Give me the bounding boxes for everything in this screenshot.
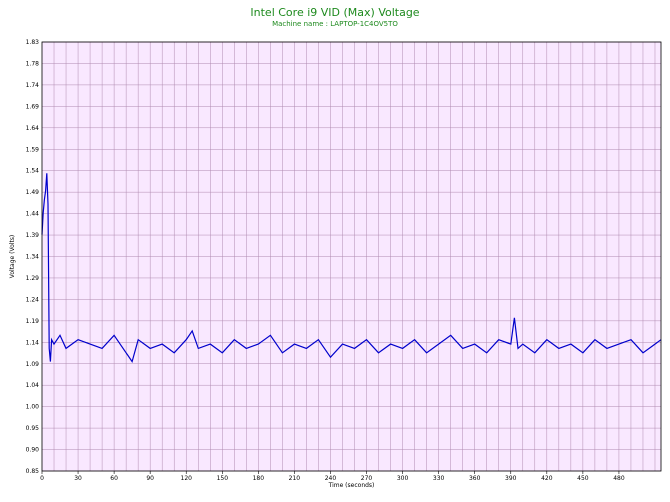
- y-tick-label: 1.39: [26, 232, 40, 239]
- x-tick-label: 210: [289, 475, 301, 482]
- y-axis-label: Voltage (Volts): [9, 235, 16, 279]
- y-tick-label: 1.29: [26, 275, 40, 282]
- y-tick-label: 1.44: [26, 211, 40, 218]
- y-tick-label: 1.19: [26, 318, 40, 325]
- x-tick-label: 450: [577, 475, 589, 482]
- chart-subtitle: Machine name : LAPTOP-1C4OV5TO: [272, 20, 398, 28]
- plot-border: [41, 41, 662, 472]
- x-tick-label: 480: [613, 475, 625, 482]
- x-tick-label: 0: [40, 475, 44, 482]
- chart-title: Intel Core i9 VID (Max) Voltage: [250, 6, 420, 19]
- y-tick-label: 1.59: [26, 146, 40, 153]
- x-tick-label: 150: [217, 475, 229, 482]
- x-tick-label: 30: [74, 475, 82, 482]
- y-tick-label: 1.00: [26, 404, 40, 411]
- series-line: [41, 173, 662, 364]
- y-tick-label: 1.14: [26, 339, 40, 346]
- y-tick-label: 1.64: [26, 125, 40, 132]
- y-tick-label: 0.95: [26, 425, 40, 432]
- x-tick-label: 360: [469, 475, 481, 482]
- x-tick-label: 120: [181, 475, 193, 482]
- y-tick-label: 1.78: [26, 60, 40, 67]
- y-tick-label: 0.85: [26, 468, 40, 475]
- gridlines: [42, 41, 661, 472]
- y-tick-label: 1.54: [26, 168, 40, 175]
- x-tick-label: 300: [397, 475, 409, 482]
- y-tick-label: 1.34: [26, 254, 40, 261]
- x-tick-label: 90: [146, 475, 154, 482]
- x-tick-label: 60: [110, 475, 118, 482]
- y-tick-label: 1.49: [26, 189, 40, 196]
- y-tick-label: 1.24: [26, 296, 40, 303]
- x-axis-label: Time (seconds): [328, 482, 375, 489]
- x-tick-label: 180: [253, 475, 265, 482]
- y-tick-label: 1.09: [26, 361, 40, 368]
- x-tick-label: 330: [433, 475, 445, 482]
- x-tick-label: 420: [541, 475, 553, 482]
- x-axis-ticks: 0 30 60 90 120 150 180 210 240 270 300 330 360 390 420…: [40, 471, 625, 482]
- x-tick-label: 390: [505, 475, 517, 482]
- y-tick-label: 1.04: [26, 382, 40, 389]
- y-tick-label: 1.83: [26, 39, 40, 46]
- x-tick-label: 270: [361, 475, 373, 482]
- y-tick-label: 1.69: [26, 103, 40, 110]
- y-axis-ticks: 0.85 0.90 0.95 1.00 1.04 1.09 1.14 1.19 1.24 1.29…: [26, 39, 40, 475]
- x-tick-label: 240: [325, 475, 337, 482]
- y-tick-label: 1.74: [26, 82, 40, 89]
- y-tick-label: 0.90: [26, 447, 40, 454]
